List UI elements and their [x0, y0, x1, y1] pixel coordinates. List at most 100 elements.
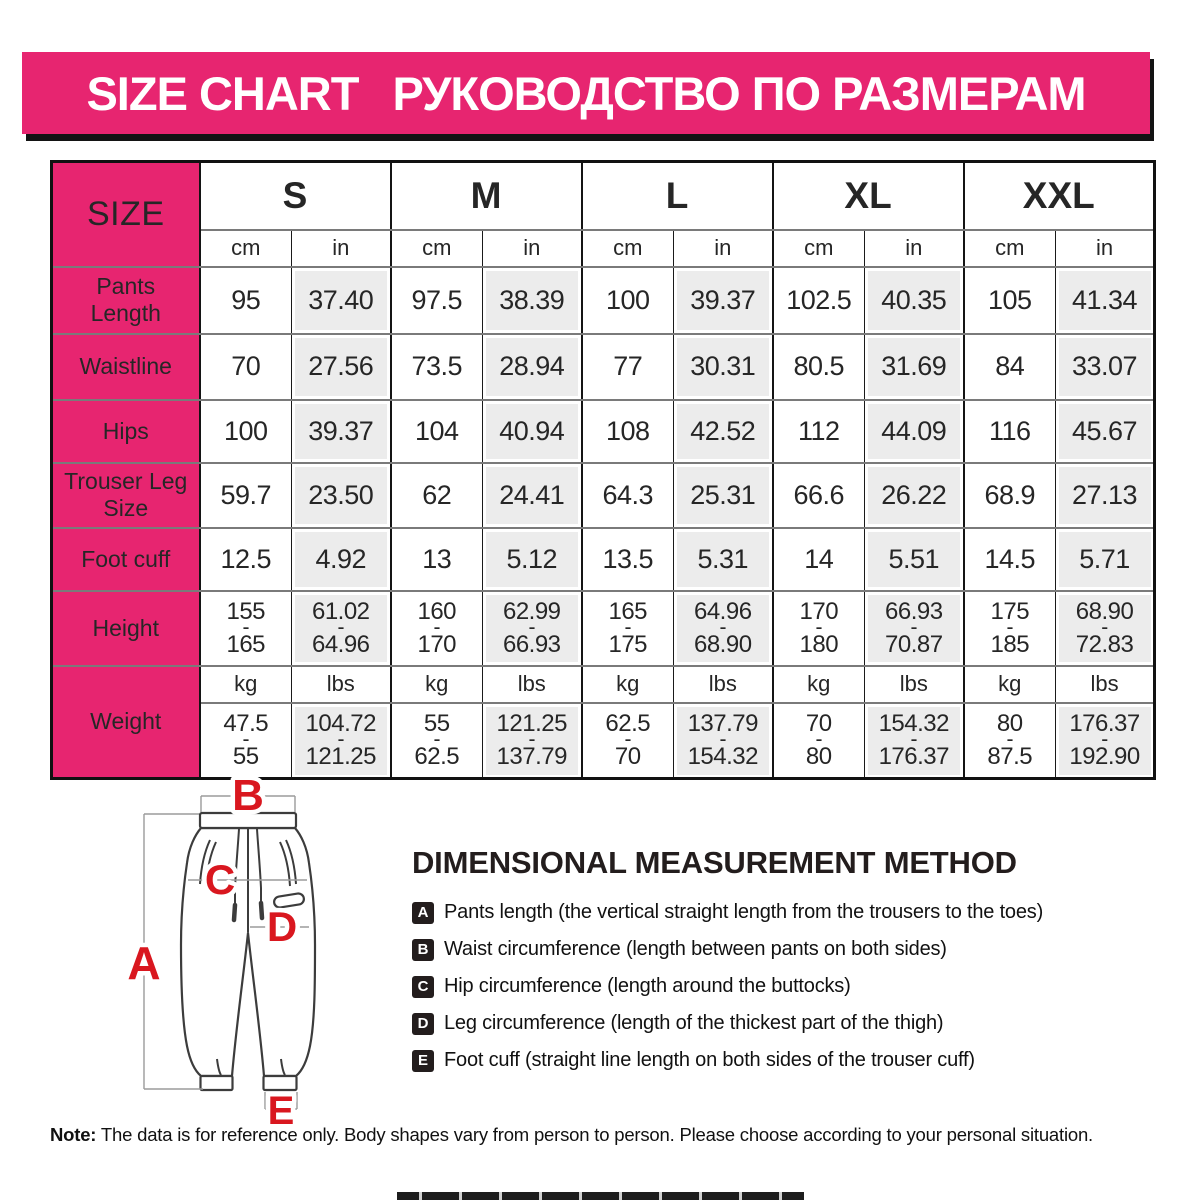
note-text: The data is for reference only. Body sha…	[96, 1124, 1093, 1145]
value-cell: 104.72-121.25	[291, 701, 391, 780]
value-cell: 66.6	[771, 461, 865, 529]
unit-cm-cell: cm	[389, 228, 483, 268]
value-cell: 26.22	[864, 461, 964, 529]
size-chart-table: SIZE S M L XL XXL cm in cm in cm in cm in cm in Pants Le…	[50, 160, 1157, 780]
value-cell: 39.37	[673, 265, 773, 335]
left-pocket-slit-inner	[205, 841, 217, 887]
value-cell: 38.39	[481, 265, 582, 335]
left-cuff-tick	[216, 1058, 222, 1076]
value-cell: 104	[389, 398, 483, 464]
footer-note: Note: The data is for reference only. Bo…	[50, 1124, 1093, 1146]
method-item: D Leg circumference (length of the thicke…	[412, 1012, 1182, 1035]
range-value: 61.02-64.96	[311, 598, 370, 658]
value-cell: 80.5	[771, 332, 865, 401]
measure-line-B	[200, 795, 296, 812]
unit-in-cell: in	[864, 228, 964, 268]
banner-title-en: SIZE CHART	[86, 66, 359, 120]
row-label-cell: Weight	[51, 664, 201, 780]
value-cell: 40.94	[481, 398, 582, 464]
size-corner-cell: SIZE	[51, 160, 201, 268]
table-row: Waistline 70 27.56 73.5 28.94 77 30.31 80.5 31.6…	[51, 332, 1155, 401]
range-value: 170-180	[799, 598, 839, 658]
unit-cm-cell: cm	[962, 228, 1056, 268]
value-cell: 62.99-66.93	[481, 589, 582, 667]
method-list: A Pants length (the vertical straight len…	[412, 901, 1182, 1072]
unit-cm-cell: cm	[580, 228, 674, 268]
value-cell: 116	[962, 398, 1056, 464]
value-cell: 12.5	[198, 526, 292, 592]
range-value: 47.5-55	[223, 710, 269, 771]
value-cell: 170-180	[771, 589, 865, 667]
range-value: 104.72-121.25	[305, 710, 377, 771]
table-row: Trouser Leg Size 59.7 23.50 62 24.41 64.3 25.3…	[51, 461, 1155, 529]
unit-kg-cell: kg	[580, 664, 674, 704]
value-cell: 23.50	[291, 461, 391, 529]
unit-in-cell: in	[673, 228, 773, 268]
method-text: Foot cuff (straight line length on both …	[444, 1049, 975, 1071]
table-row-units: cm in cm in cm in cm in cm in	[52, 228, 1155, 268]
diagram-letter-D: D	[267, 903, 297, 950]
value-cell: 112	[771, 398, 865, 464]
table-row: Hips 100 39.37 104 40.94 108 42.52 112 44.09 116 4…	[51, 398, 1155, 464]
measure-line-E	[264, 1092, 298, 1110]
table-row-weight-units: Weight kg lbs kg lbs kg lbs kg lbs kg lbs	[51, 664, 1155, 780]
value-cell: 73.5	[389, 332, 483, 401]
unit-in-cell: in	[481, 228, 582, 268]
value-cell: 39.37	[291, 398, 391, 464]
value-cell: 102.5	[771, 265, 865, 335]
row-label-cell: Trouser Leg Size	[51, 461, 201, 529]
range-value: 68.90-72.83	[1075, 598, 1134, 658]
value-cell: 84	[962, 332, 1056, 401]
range-value: 62.99-66.93	[502, 598, 561, 658]
value-cell: 68.9	[962, 461, 1056, 529]
method-key-C: C	[412, 975, 434, 998]
row-label-cell: Height	[51, 589, 201, 667]
method-item: A Pants length (the vertical straight len…	[412, 901, 1182, 924]
value-cell: 42.52	[673, 398, 773, 464]
table-row-weight: 47.5-55 104.72-121.25 55-62.5 121.25-137.79…	[52, 701, 1155, 780]
unit-kg-cell: kg	[962, 664, 1056, 704]
range-value: 176.37-192.90	[1069, 710, 1140, 771]
value-cell: 105	[962, 265, 1056, 335]
range-value: 64.96-68.90	[693, 598, 752, 658]
row-label-cell: Waistline	[51, 332, 201, 401]
range-value: 160-170	[417, 598, 457, 658]
value-cell: 5.51	[864, 526, 964, 592]
range-value: 137.79-154.32	[687, 710, 759, 771]
range-value: 80-87.5	[987, 710, 1033, 771]
table-row: Foot cuff 12.5 4.92 13 5.12 13.5 5.31 14 5.51 14.…	[51, 526, 1155, 592]
value-cell: 25.31	[673, 461, 773, 529]
value-cell: 44.09	[864, 398, 964, 464]
table-row-sizes: SIZE S M L XL XXL	[51, 160, 1155, 268]
size-col-header: L	[580, 160, 773, 231]
row-label-cell: Foot cuff	[51, 526, 201, 592]
unit-cm-cell: cm	[198, 228, 292, 268]
range-value: 55-62.5	[414, 710, 460, 771]
range-value: 62.5-70	[605, 710, 651, 771]
method-text: Waist circumference (length between pant…	[444, 938, 947, 960]
row-label-cell: Pants Length	[51, 265, 201, 335]
value-cell: 160-170	[389, 589, 483, 667]
value-cell: 55-62.5	[389, 701, 483, 780]
method-item: E Foot cuff (straight line length on both…	[412, 1049, 1182, 1072]
size-col-header: S	[198, 160, 391, 231]
value-cell: 4.92	[291, 526, 391, 592]
unit-lbs-cell: lbs	[1055, 664, 1155, 704]
value-cell: 13	[389, 526, 483, 592]
method-key-B: B	[412, 938, 434, 961]
title-banner: SIZE CHART РУКОВОДСТВО ПО РАЗМЕРАМ	[22, 52, 1150, 134]
measure-line-A	[143, 813, 203, 1090]
value-cell: 165-175	[580, 589, 674, 667]
value-cell: 5.12	[481, 526, 582, 592]
value-cell: 28.94	[481, 332, 582, 401]
value-cell: 70-80	[771, 701, 865, 780]
size-col-header: XXL	[962, 160, 1155, 231]
method-item: B Waist circumference (length between pan…	[412, 938, 1182, 961]
value-cell: 176.37-192.90	[1055, 701, 1155, 780]
value-cell: 100	[580, 265, 674, 335]
method-key-D: D	[412, 1012, 434, 1035]
diagram-letter-E: E	[268, 1089, 295, 1133]
value-cell: 31.69	[864, 332, 964, 401]
unit-kg-cell: kg	[389, 664, 483, 704]
